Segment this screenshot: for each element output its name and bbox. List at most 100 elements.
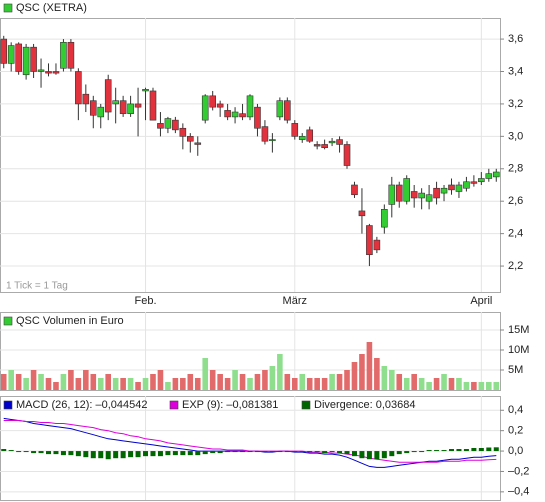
divergence-bar: [463, 449, 469, 452]
divergence-bar: [329, 451, 335, 453]
candle-body: [164, 118, 172, 129]
volume-bar: [187, 374, 194, 390]
chart-title: QSC (XETRA): [16, 2, 87, 14]
volume-bar: [194, 378, 201, 390]
candle-body: [0, 38, 8, 64]
legend-swatch: [301, 400, 311, 410]
divergence-bar: [262, 451, 268, 453]
divergence-bar: [486, 447, 492, 452]
divergence-bar: [16, 451, 22, 453]
candle-body: [261, 126, 269, 142]
volume-bar: [426, 382, 432, 390]
y-tick-label: 3,0: [508, 130, 523, 142]
volume-bar: [344, 370, 350, 390]
divergence-bar: [314, 451, 320, 453]
candle-body: [433, 187, 440, 199]
volume-bar: [172, 378, 179, 390]
divergence-bar: [419, 451, 425, 453]
legend-label: EXP (9): –0,081381: [182, 399, 278, 411]
divergence-bar: [75, 451, 81, 457]
candle-body: [418, 192, 425, 199]
divergence-bar: [83, 451, 89, 458]
divergence-bar: [157, 451, 163, 457]
divergence-bar: [307, 451, 313, 453]
candle-body: [328, 140, 336, 144]
divergence-bar: [225, 451, 231, 453]
x-tick-label: März: [283, 295, 307, 307]
volume-frame: [0, 312, 501, 391]
candle-body: [112, 100, 119, 105]
candle-body: [366, 225, 373, 256]
divergence-bar: [68, 451, 74, 456]
volume-bar: [135, 382, 141, 390]
divergence-bar: [217, 451, 223, 454]
candle-body: [410, 191, 418, 199]
candle-body: [269, 139, 276, 141]
volume-bar: [351, 362, 358, 390]
divergence-bar: [195, 451, 201, 456]
candle-body: [52, 71, 60, 74]
volume-bar: [202, 358, 209, 390]
price-frame: [0, 18, 501, 293]
divergence-bar: [404, 451, 410, 454]
y-tick-label: –0,4: [508, 486, 529, 498]
candle-body: [194, 142, 202, 145]
candle-body: [67, 42, 75, 69]
candle-body: [440, 187, 448, 194]
volume-bar: [486, 382, 492, 390]
divergence-bar: [456, 449, 462, 452]
volume-bar: [254, 374, 261, 390]
candle-body: [403, 178, 411, 202]
volume-bar: [224, 378, 231, 390]
divergence-bar: [105, 451, 111, 460]
divergence-bar: [381, 451, 387, 459]
volume-bar: [456, 378, 462, 390]
divergence-bar: [128, 451, 134, 458]
candle-body: [224, 110, 231, 118]
candle-body: [276, 100, 284, 118]
divergence-bar: [299, 451, 305, 453]
divergence-bar: [46, 451, 52, 455]
divergence-bar: [396, 451, 402, 455]
candle-body: [492, 171, 500, 178]
candle-body: [15, 43, 22, 72]
volume-bar: [165, 382, 171, 390]
candle-body: [448, 184, 455, 191]
macd-frame: [0, 396, 501, 501]
volume-bar: [97, 378, 104, 390]
volume-bar: [150, 374, 156, 390]
divergence-bar: [284, 451, 290, 453]
candle-body: [179, 127, 187, 137]
divergence-bar: [292, 451, 298, 453]
candle-body: [254, 106, 261, 129]
volume-bar: [23, 378, 29, 390]
divergence-bar: [448, 449, 454, 452]
candle-body: [306, 129, 314, 142]
volume-bar: [75, 378, 82, 390]
volume-bar: [336, 374, 343, 390]
y-tick-label: 2,6: [508, 195, 523, 207]
volume-bar: [60, 374, 67, 390]
divergence-bar: [172, 451, 178, 456]
divergence-bar: [254, 451, 260, 453]
divergence-bar: [240, 451, 246, 453]
candle-body: [186, 136, 194, 142]
volume-bar: [291, 378, 298, 390]
volume-bar: [329, 374, 335, 390]
candle-body: [75, 71, 82, 105]
divergence-bar: [374, 451, 380, 460]
volume-bar: [105, 374, 112, 390]
candle-body: [321, 144, 328, 149]
candle-body: [373, 239, 381, 251]
volume-bar: [388, 370, 395, 390]
divergence-bar: [165, 451, 171, 456]
divergence-bar: [113, 451, 119, 459]
divergence-bar: [38, 451, 44, 454]
x-tick-label: Feb.: [135, 295, 157, 307]
divergence-bar: [135, 451, 141, 458]
volume-bar: [269, 366, 276, 390]
divergence-bar: [143, 451, 149, 457]
divergence-bar: [344, 451, 350, 455]
volume-bar: [38, 374, 44, 390]
divergence-bar: [434, 450, 440, 452]
